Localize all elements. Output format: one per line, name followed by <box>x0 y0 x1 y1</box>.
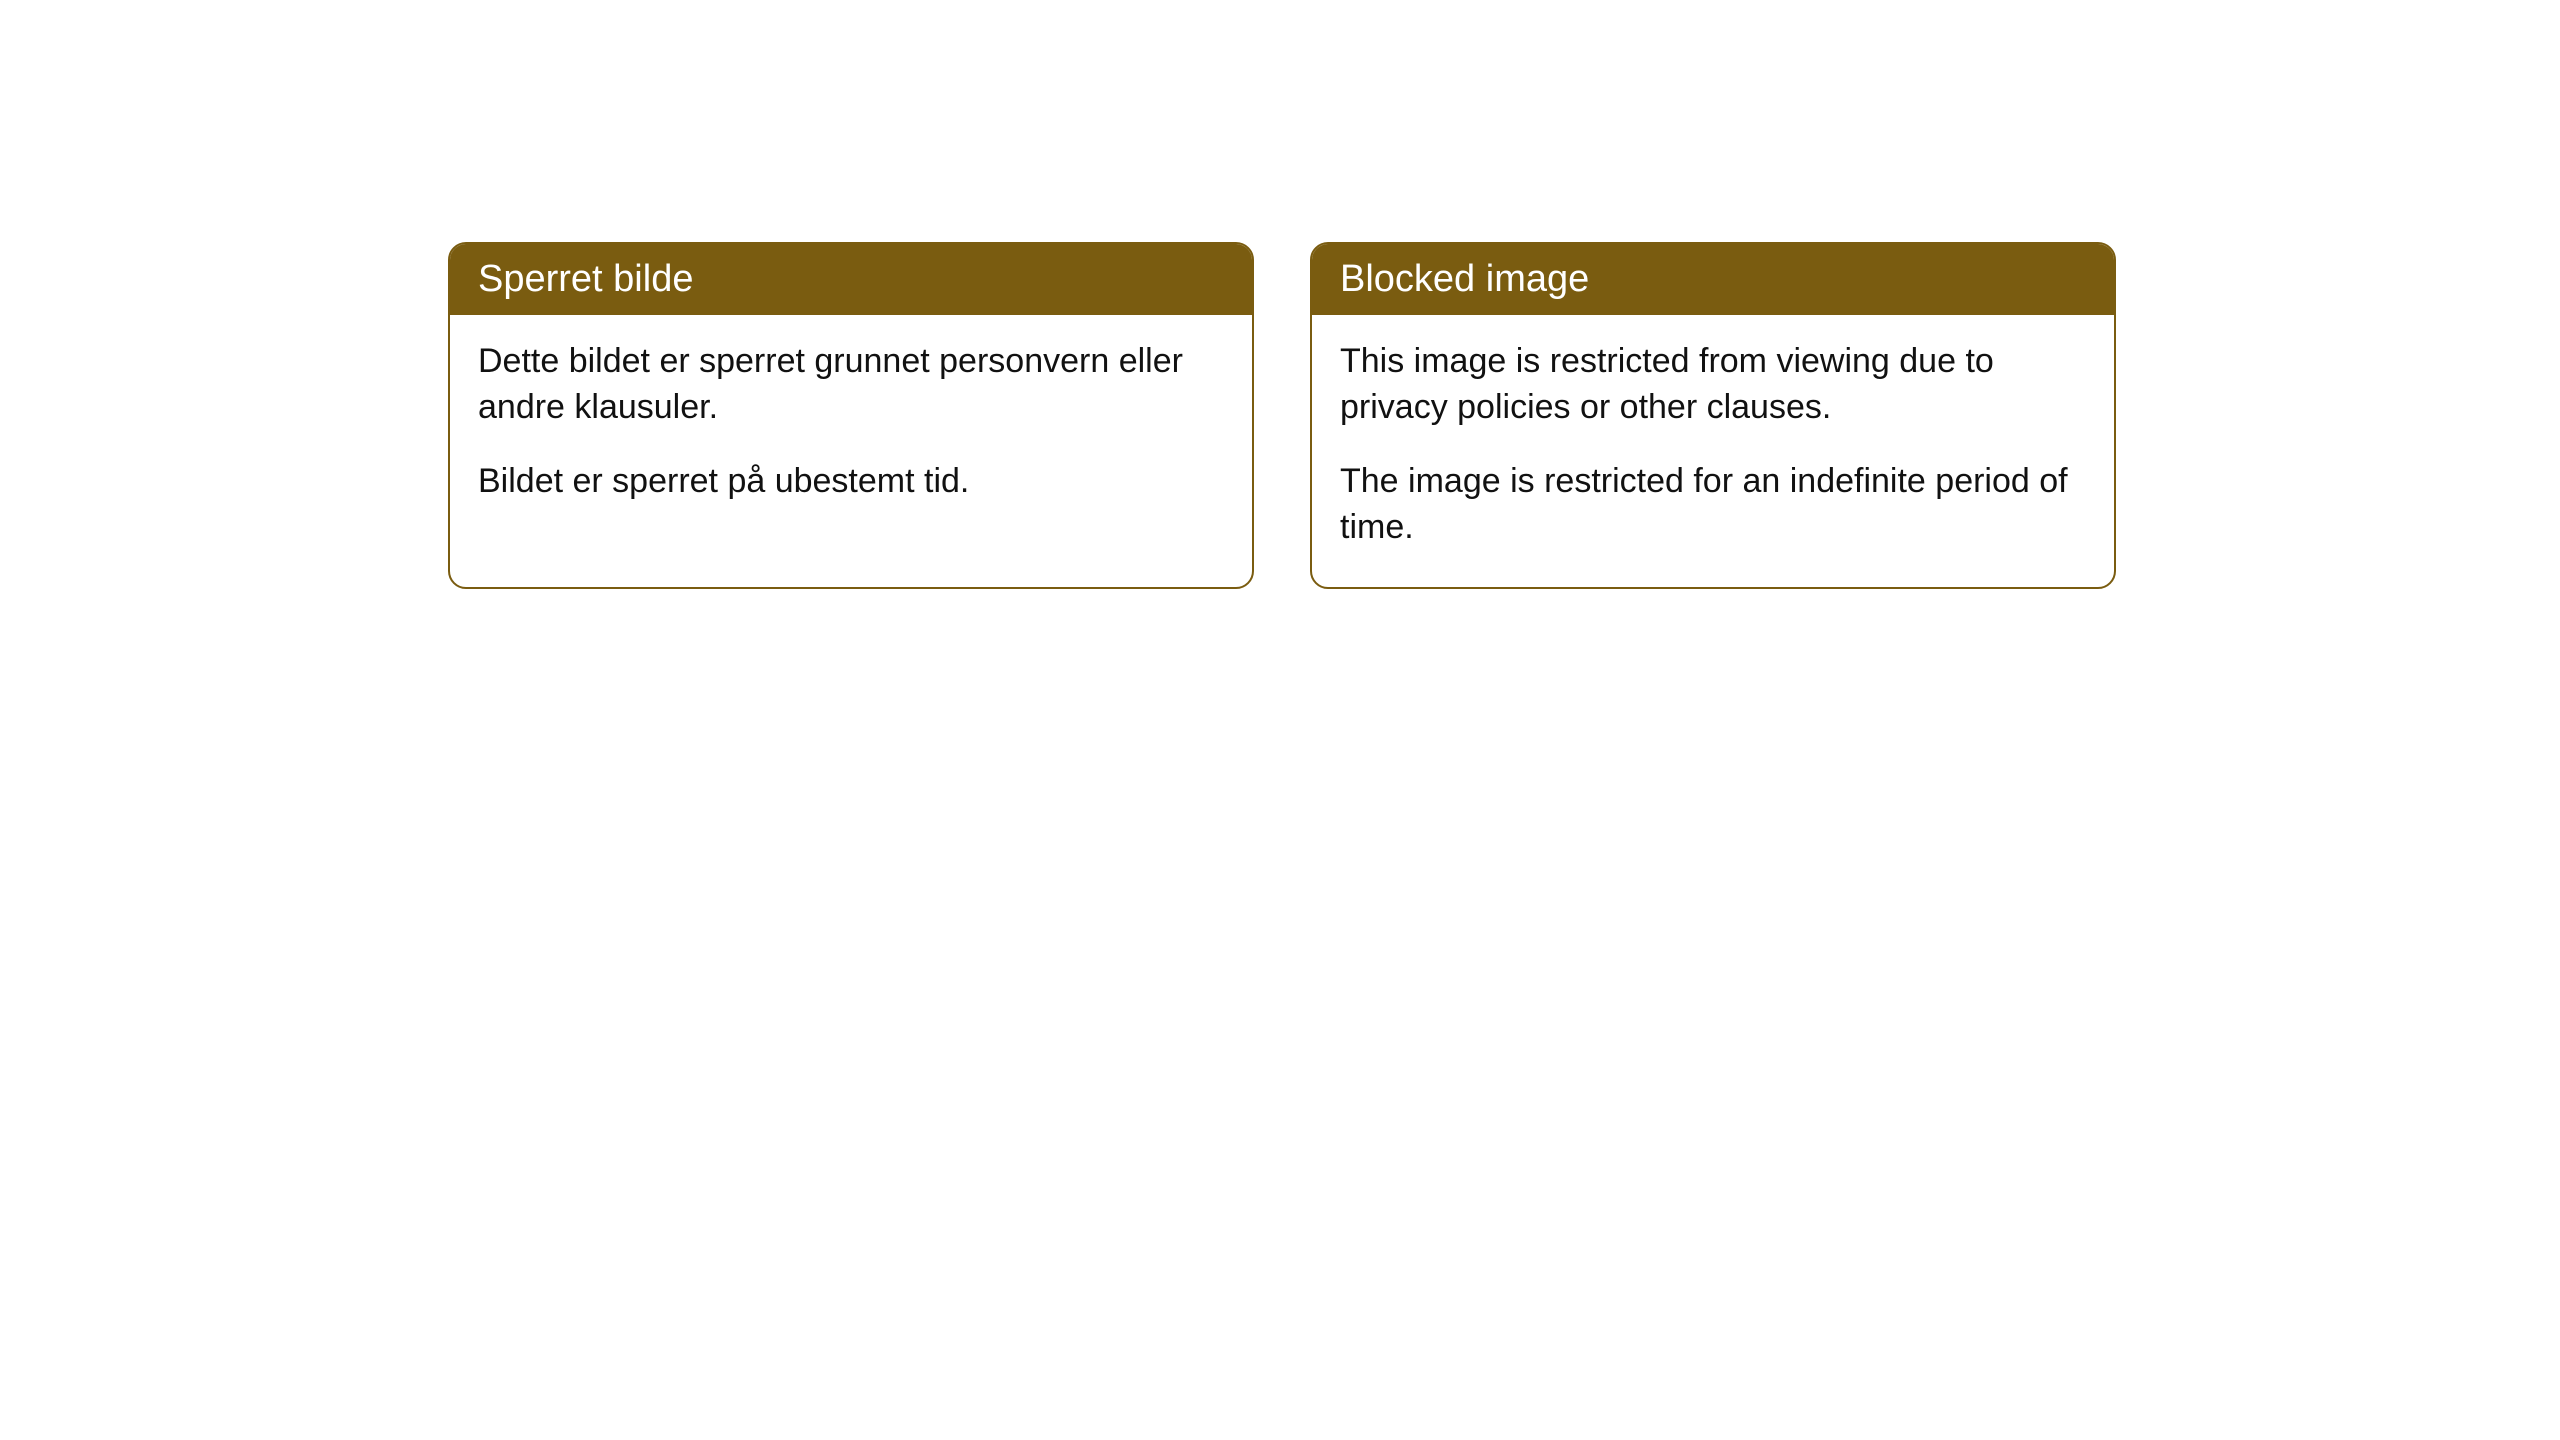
card-paragraph: Bildet er sperret på ubestemt tid. <box>478 459 1224 505</box>
card-english: Blocked image This image is restricted f… <box>1310 242 2116 589</box>
card-paragraph: Dette bildet er sperret grunnet personve… <box>478 339 1224 431</box>
card-paragraph: The image is restricted for an indefinit… <box>1340 459 2086 551</box>
card-body: This image is restricted from viewing du… <box>1312 315 2114 587</box>
card-header: Sperret bilde <box>450 244 1252 315</box>
card-header: Blocked image <box>1312 244 2114 315</box>
card-body: Dette bildet er sperret grunnet personve… <box>450 315 1252 541</box>
card-paragraph: This image is restricted from viewing du… <box>1340 339 2086 431</box>
card-norwegian: Sperret bilde Dette bildet er sperret gr… <box>448 242 1254 589</box>
cards-container: Sperret bilde Dette bildet er sperret gr… <box>448 242 2116 589</box>
